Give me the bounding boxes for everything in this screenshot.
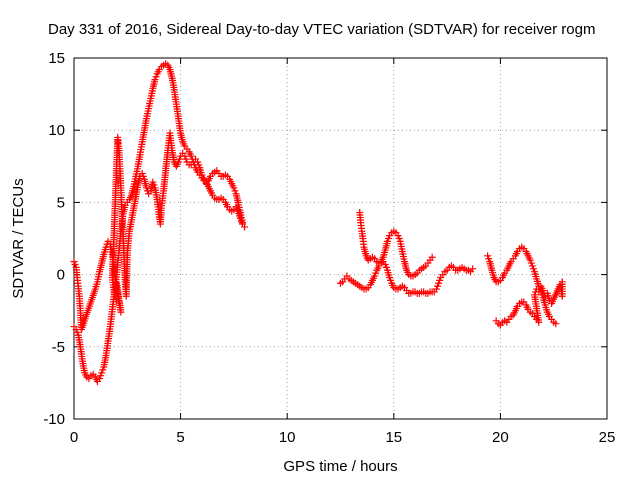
x-tick-label: 25 <box>599 429 616 446</box>
y-tick-label: 10 <box>48 122 65 139</box>
x-axis-label: GPS time / hours <box>283 458 397 475</box>
data-points <box>70 60 566 385</box>
data-point-track-e <box>552 320 560 328</box>
x-tick-label: 5 <box>176 429 184 446</box>
y-tick-label: -10 <box>43 411 65 428</box>
data-point-track-a <box>241 223 249 231</box>
x-tick-label: 0 <box>70 429 78 446</box>
data-point-track-b <box>238 219 246 227</box>
x-tick-label: 20 <box>492 429 509 446</box>
data-point-track-c <box>469 265 477 273</box>
data-point-track-f <box>558 278 566 286</box>
tick-labels: 0 5 10 15 20 25 -10 -5 0 5 10 15 <box>43 50 615 446</box>
chart-title: Day 331 of 2016, Sidereal Day-to-day VTE… <box>48 21 595 38</box>
data-point-track-d <box>428 253 436 261</box>
x-tick-label: 15 <box>385 429 402 446</box>
grid-lines <box>74 58 607 419</box>
y-tick-label: 15 <box>48 50 65 67</box>
y-tick-label: 5 <box>57 194 65 211</box>
y-tick-label: 0 <box>57 267 65 284</box>
plot-border <box>73 57 608 420</box>
y-tick-label: -5 <box>52 339 65 356</box>
axis-ticks <box>73 57 608 420</box>
y-axis-label: SDTVAR / TECUs <box>10 178 27 298</box>
x-tick-label: 10 <box>279 429 296 446</box>
